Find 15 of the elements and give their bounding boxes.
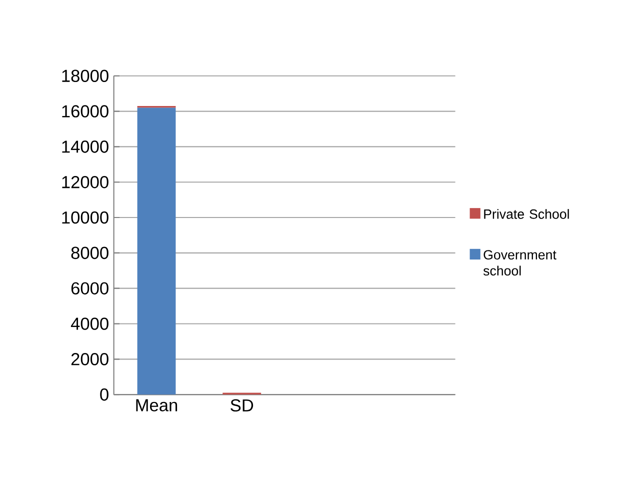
- y-tick-label: 16000: [62, 105, 108, 118]
- y-tick-label: 14000: [62, 140, 108, 153]
- y-tick-label: 4000: [70, 318, 108, 330]
- y-tick-label: 12000: [62, 176, 108, 188]
- legend-label: Private School: [484, 209, 569, 219]
- legend-label: Government school: [483, 250, 556, 276]
- y-tick-label: 2000: [71, 353, 108, 366]
- y-tick-label: 8000: [71, 246, 108, 260]
- x-tick-label: SD: [230, 399, 254, 412]
- y-tick-label: 10000: [62, 211, 108, 224]
- y-tick-label: 18000: [62, 70, 108, 82]
- bar: [137, 108, 176, 395]
- y-tick-label: 6000: [71, 282, 108, 294]
- y-tick-label: 0: [100, 388, 108, 401]
- x-tick-label: Mean: [136, 399, 178, 412]
